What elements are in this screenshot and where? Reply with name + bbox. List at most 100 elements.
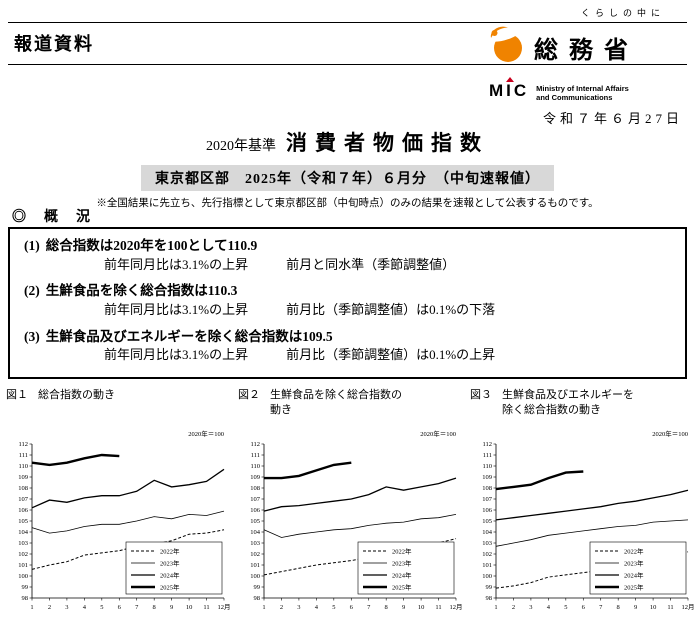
y-tick-label: 104 <box>18 529 29 536</box>
summary-item-1: (1) 総合指数は2020年を100として110.9 前年同月比は3.1%の上昇 前… <box>24 237 671 273</box>
x-tick-label: 8 <box>385 604 388 611</box>
y-tick-label: 106 <box>482 507 493 514</box>
summary-item-3: (3) 生鮮食品及びエネルギーを除く総合指数は109.5 前年同月比は3.1%の上… <box>24 328 671 364</box>
item-head-text: 生鮮食品を除く総合指数は110.3 <box>45 283 238 299</box>
x-tick-label: 12月 <box>218 603 231 611</box>
y-tick-label: 99 <box>254 584 261 591</box>
y-tick-label: 107 <box>18 496 29 503</box>
figure-2-title: 図２ 生鮮食品を除く総合指数の動き <box>238 388 462 420</box>
cpi-line-chart-svg: 2020年＝1009899100101102103104105106107108… <box>482 429 694 611</box>
series-line-2024年 <box>31 468 225 509</box>
top-rule <box>8 22 687 23</box>
x-tick-label: 3 <box>529 604 532 611</box>
base-year-note: 2020年＝100 <box>652 429 688 438</box>
x-tick-label: 6 <box>582 604 586 611</box>
legend-label: 2023年 <box>392 558 412 567</box>
legend-label: 2025年 <box>160 582 180 591</box>
x-tick-label: 7 <box>135 604 139 611</box>
y-tick-label: 108 <box>482 485 492 492</box>
legend-label: 2025年 <box>624 582 644 591</box>
mic-subtitle: Ministry of Internal Affairs and Communi… <box>536 82 629 103</box>
x-tick-label: 11 <box>667 604 673 611</box>
x-tick-label: 3 <box>65 604 68 611</box>
title-base-year: 2020年基準 <box>206 139 276 154</box>
summary-item-1-head: (1) 総合指数は2020年を100として110.9 <box>24 237 671 255</box>
legend-label: 2022年 <box>624 546 644 555</box>
base-year-note: 2020年＝100 <box>420 429 456 438</box>
y-tick-label: 102 <box>250 551 260 558</box>
y-tick-label: 110 <box>250 463 260 470</box>
ministry-name: 総務省 <box>534 38 639 64</box>
series-line-2023年 <box>263 514 457 538</box>
x-tick-label: 8 <box>153 604 156 611</box>
somusho-logo-icon <box>486 24 526 64</box>
y-tick-label: 102 <box>482 551 492 558</box>
y-tick-label: 98 <box>486 595 493 602</box>
x-tick-label: 1 <box>262 604 265 611</box>
summary-item-2: (2) 生鮮食品を除く総合指数は110.3 前年同月比は3.1%の上昇 前月比（季節… <box>24 282 671 318</box>
series-line-2025年 <box>264 461 352 480</box>
series-line-2024年 <box>263 477 457 512</box>
x-tick-label: 11 <box>203 604 209 611</box>
mic-logo: MIC <box>489 77 529 99</box>
subtitle-row: 東京都区部 2025年（令和７年）６月分 （中旬速報値） <box>0 165 695 191</box>
x-tick-label: 7 <box>599 604 603 611</box>
item-head-text: 総合指数は2020年を100として110.9 <box>45 238 258 253</box>
header-rule <box>8 64 687 65</box>
item-detail-left: 前年同月比は3.1%の上昇 <box>104 256 249 272</box>
legend-label: 2023年 <box>160 558 180 567</box>
y-tick-label: 111 <box>251 452 260 459</box>
x-tick-label: 4 <box>547 604 551 611</box>
x-tick-label: 6 <box>118 604 122 611</box>
y-tick-label: 101 <box>250 562 260 569</box>
subtitle-badge: 東京都区部 2025年（令和７年）６月分 （中旬速報値） <box>141 165 554 191</box>
y-tick-label: 98 <box>22 595 29 602</box>
item-number: (3) <box>24 328 40 344</box>
y-tick-label: 112 <box>250 441 260 448</box>
summary-item-2-detail: 前年同月比は3.1%の上昇 前月比（季節調整値）は0.1%の下落 <box>24 302 671 319</box>
legend-label: 2022年 <box>392 546 412 555</box>
y-tick-label: 105 <box>250 518 260 525</box>
y-tick-label: 105 <box>18 518 28 525</box>
x-tick-label: 4 <box>83 604 87 611</box>
y-tick-label: 112 <box>482 441 492 448</box>
series-line-2025年 <box>31 453 120 467</box>
y-tick-label: 100 <box>250 573 260 580</box>
item-detail-right: 前月比（季節調整値）は0.1%の下落 <box>286 301 496 317</box>
y-tick-label: 99 <box>486 584 493 591</box>
x-tick-label: 10 <box>186 604 193 611</box>
legend-label: 2024年 <box>624 570 644 579</box>
preliminary-note: ※全国結果に先立ち、先行指標として東京都区部（中旬時点）のみの結果を速報として公… <box>96 198 599 209</box>
mic-subtitle-line1: Ministry of Internal Affairs <box>536 84 629 93</box>
item-detail-right: 前月と同水準（季節調整値） <box>286 256 456 272</box>
figure-1-all-items-chart: 図１ 総合指数の動き 2020年＝100 98 99 100 101 102 103 104 1… <box>6 388 230 625</box>
x-tick-label: 5 <box>564 604 567 611</box>
document-title: 2020年基準 消費者物価指数 <box>0 127 695 157</box>
x-tick-label: 9 <box>402 604 405 611</box>
legend-label: 2022年 <box>160 546 180 555</box>
figure-2-ex-fresh-food-chart: 図２ 生鮮食品を除く総合指数の動き 2020年＝100 98 99 100 101 102… <box>238 388 462 625</box>
y-tick-label: 98 <box>254 595 261 602</box>
x-tick-label: 6 <box>350 604 354 611</box>
item-number: (2) <box>24 283 40 299</box>
figure-label: 図１ <box>6 389 28 401</box>
x-tick-label: 5 <box>100 604 103 611</box>
y-tick-label: 103 <box>482 540 492 547</box>
summary-box: (1) 総合指数は2020年を100として110.9 前年同月比は3.1%の上昇前… <box>8 227 687 379</box>
y-tick-label: 99 <box>22 584 29 591</box>
figure-name: 生鮮食品を除く総合指数の動き <box>270 389 402 416</box>
summary-item-3-detail: 前年同月比は3.1%の上昇 前月比（季節調整値）は0.1%の上昇 <box>24 347 671 364</box>
y-tick-label: 104 <box>250 529 261 536</box>
item-number: (1) <box>24 238 40 253</box>
y-tick-label: 105 <box>482 518 492 525</box>
x-tick-label: 7 <box>367 604 371 611</box>
mic-subtitle-line2: and Communications <box>536 93 613 103</box>
y-tick-label: 104 <box>482 529 493 536</box>
series-line-2023年 <box>31 510 225 534</box>
x-tick-label: 9 <box>634 604 637 611</box>
item-detail-left: 前年同月比は3.1%の上昇 <box>104 347 249 363</box>
y-tick-label: 103 <box>250 540 260 547</box>
y-tick-label: 110 <box>482 463 492 470</box>
y-tick-label: 107 <box>250 496 261 503</box>
x-tick-label: 1 <box>494 604 497 611</box>
